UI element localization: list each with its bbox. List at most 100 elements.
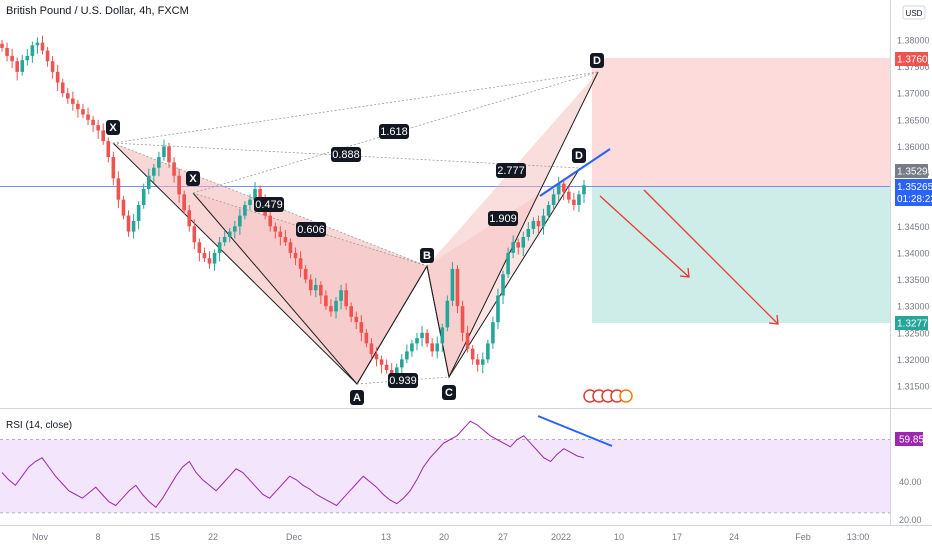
target-level-badge: [895, 316, 928, 330]
rsi-tick-20: 20.00: [899, 515, 922, 525]
candle-body: [577, 194, 581, 205]
rsi-indicator[interactable]: [0, 420, 890, 514]
ratio-line-bd[interactable]: [192, 71, 599, 194]
time-tick-label: Dec: [286, 532, 303, 542]
candle-body: [354, 316, 359, 323]
candle-body: [253, 189, 257, 200]
candle-body: [430, 343, 434, 352]
candle-body: [182, 194, 186, 211]
candle-body: [546, 205, 551, 216]
rsi-title[interactable]: RSI (14, close): [6, 420, 72, 431]
ratio-line-xb2[interactable]: [192, 192, 428, 267]
candle-body: [177, 175, 181, 195]
candle-body: [76, 103, 80, 110]
time-tick-label: 2022: [551, 532, 571, 542]
projection-arrow-2[interactable]: [643, 189, 779, 325]
ratio-0606-label: 0.606: [297, 224, 325, 236]
price-axis[interactable]: 1.380001.375001.370001.365001.360001.355…: [897, 35, 930, 391]
candle-body: [536, 220, 541, 227]
current-price-label: 1.35265: [897, 182, 932, 193]
price-trend-line[interactable]: [539, 148, 611, 197]
point-a-label: A: [353, 392, 361, 404]
candle-body: [283, 236, 288, 243]
rsi-axis[interactable]: 40.00 20.00: [899, 477, 922, 525]
candle-body: [71, 98, 75, 104]
candle-body: [243, 205, 247, 216]
candle-body: [475, 359, 480, 365]
projection-arrow-1-head[interactable]: [679, 267, 690, 278]
candle-body: [445, 300, 450, 328]
point-d1-label: D: [593, 55, 601, 67]
point-b-label: B: [423, 250, 431, 262]
time-tick-label: 13:00: [847, 532, 870, 542]
candle-body: [278, 231, 283, 237]
candle-body: [465, 332, 470, 349]
candle-body: [146, 175, 151, 190]
projection-arrows[interactable]: [599, 189, 779, 325]
candle-body: [91, 119, 95, 126]
harmonic-point-labels: X X A B C D D: [106, 53, 604, 405]
reference-level-badge: [895, 164, 928, 178]
candle-body: [349, 306, 353, 317]
price-tick-label: 1.34000: [897, 248, 930, 258]
candle-body: [227, 231, 232, 237]
rsi-line: [1, 420, 585, 509]
candle-body: [455, 268, 460, 307]
rsi-band: [0, 439, 890, 513]
candle-body: [238, 215, 242, 227]
candle-body: [303, 268, 308, 280]
candle-body: [405, 351, 409, 360]
price-tick-label: 1.33500: [897, 275, 930, 285]
time-tick-label: 13: [381, 532, 391, 542]
rsi-trend-line[interactable]: [537, 415, 613, 447]
price-tick-label: 1.32000: [897, 355, 930, 365]
candle-body: [460, 306, 465, 333]
time-tick-label: 20: [439, 532, 449, 542]
time-axis[interactable]: Nov 8 15 22 Dec 13 20 27 2022 10 17 24 Feb 13:00: [32, 532, 869, 542]
candle-body: [233, 226, 237, 232]
candle-body: [81, 109, 85, 115]
point-d2-badge: [572, 148, 586, 163]
ratio-line-ac[interactable]: [356, 376, 450, 385]
currency-button-label: USD: [906, 9, 923, 18]
candle-body: [364, 332, 369, 344]
candle-body: [217, 242, 222, 253]
candle-body: [531, 220, 536, 229]
candle-body: [339, 290, 343, 301]
candle-body: [572, 199, 576, 205]
price-tick-label: 1.37000: [897, 89, 930, 99]
stop-loss-zone[interactable]: [592, 58, 890, 186]
candle-body: [293, 252, 298, 259]
ratio-line-xd1[interactable]: [112, 71, 599, 144]
rsi-value-label: 59.85: [899, 435, 924, 446]
currency-button[interactable]: [902, 5, 926, 20]
projection-arrow-2-head[interactable]: [768, 314, 779, 325]
ratio-2777-badge: [496, 163, 526, 178]
time-tick-label: 24: [729, 532, 739, 542]
chart-title[interactable]: British Pound / U.S. Dollar, 4h, FXCM: [6, 5, 189, 17]
rsi-value-badge: [895, 432, 923, 446]
point-c-label: C: [445, 387, 453, 399]
candle-body: [470, 348, 475, 360]
event-flag-icon[interactable]: [619, 389, 633, 403]
candle-body: [344, 290, 348, 307]
pattern-xab-triangle[interactable]: [113, 143, 427, 384]
candles[interactable]: [0, 35, 586, 383]
economic-events-icons[interactable]: [583, 389, 633, 403]
candle-body: [131, 220, 136, 232]
candle-body: [313, 284, 318, 291]
candle-body: [207, 258, 212, 264]
projection-arrow-1[interactable]: [599, 195, 690, 278]
candle-body: [567, 191, 571, 200]
candle-body: [440, 327, 445, 344]
time-tick-label: 17: [672, 532, 682, 542]
candle-body: [273, 226, 278, 232]
take-profit-zone[interactable]: [592, 186, 890, 323]
price-tick-label: 1.34500: [897, 222, 930, 232]
candle-body: [126, 215, 131, 232]
candle-body: [359, 322, 364, 333]
ratio-1618-badge: [379, 124, 409, 139]
candle-body: [30, 45, 35, 56]
candle-body: [212, 252, 217, 264]
